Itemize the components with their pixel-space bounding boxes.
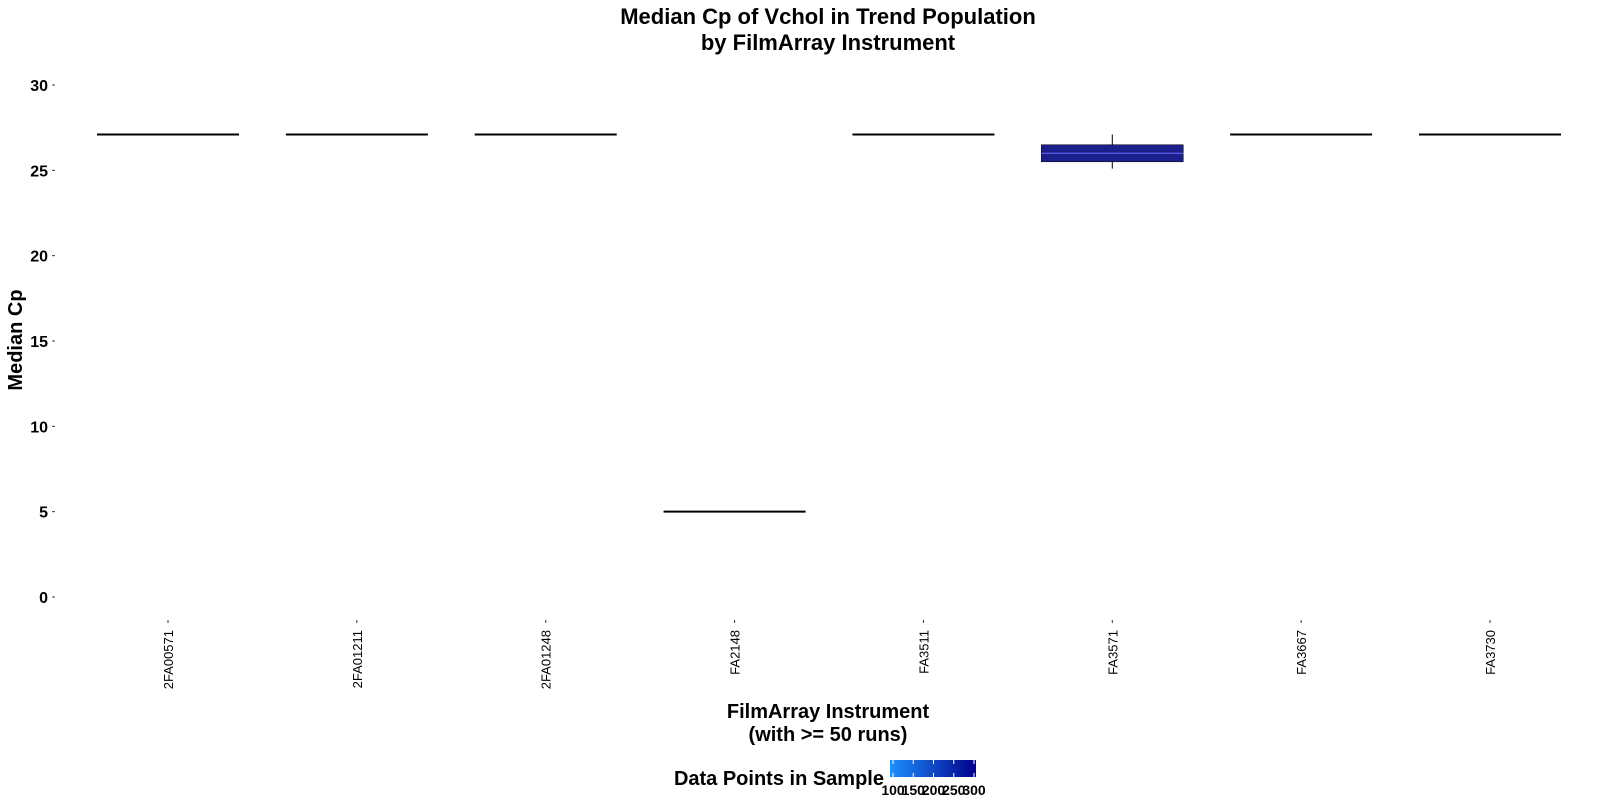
x-axis-title-line2: (with >= 50 runs): [749, 724, 908, 746]
chart-title-line2: by FilmArray Instrument: [701, 30, 956, 55]
boxplot-marks: [97, 133, 1561, 513]
x-tick-label: 2FA01248: [539, 630, 554, 689]
x-tick-label: FA3730: [1483, 630, 1498, 675]
x-tick-label: 2FA00571: [161, 630, 176, 689]
y-tick-label: 5: [39, 505, 48, 522]
x-axis: 2FA00571 2FA01211 2FA01248 FA2148 FA3511 FA35…: [161, 620, 1498, 689]
x-tick-label: FA2148: [728, 630, 743, 675]
legend-tick-label: 250: [942, 782, 966, 798]
chart-title-line1: Median Cp of Vchol in Trend Population: [620, 4, 1036, 29]
x-tick-label: FA3511: [916, 630, 931, 674]
y-axis-title: Median Cp: [5, 289, 27, 390]
legend-title: Data Points in Sample: [674, 768, 884, 790]
y-tick-label: 30: [30, 78, 48, 95]
x-tick-label: 2FA01211: [350, 630, 365, 688]
y-tick-label: 15: [30, 334, 48, 351]
x-tick-label: FA3571: [1105, 630, 1120, 675]
y-tick-label: 0: [39, 590, 48, 607]
y-tick-label: 10: [30, 419, 48, 436]
x-tick-label: FA3667: [1294, 630, 1309, 675]
y-tick-label: 25: [30, 163, 48, 180]
x-axis-title-line1: FilmArray Instrument: [727, 701, 930, 723]
legend-tick-label: 300: [962, 782, 986, 798]
legend-tick-label: 200: [922, 782, 946, 798]
y-axis: 0 5 10 15 20 25 30: [30, 78, 55, 607]
legend-tick-label: 150: [902, 782, 926, 798]
legend-colorbar: [890, 760, 976, 777]
legend-tick-label: 100: [881, 782, 905, 798]
y-tick-label: 20: [30, 249, 48, 266]
